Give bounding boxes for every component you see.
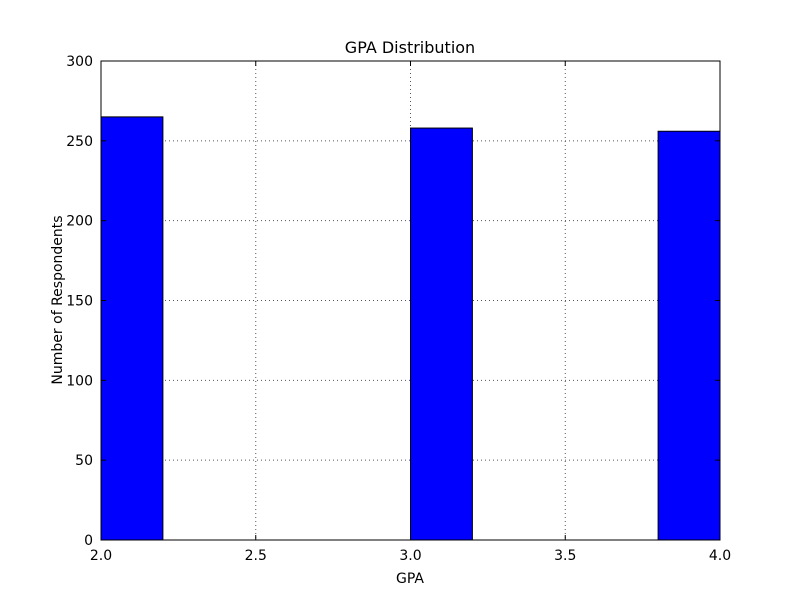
histogram-bar xyxy=(100,116,164,541)
y-tick-label: 100 xyxy=(66,373,93,389)
y-tick-label: 150 xyxy=(66,294,93,310)
y-tick-label: 250 xyxy=(66,134,93,150)
x-tick-label: 3.5 xyxy=(554,548,576,564)
histogram-bar xyxy=(657,130,721,541)
chart-title: GPA Distribution xyxy=(345,38,475,57)
tick-marks xyxy=(100,60,721,541)
y-tick-label: 0 xyxy=(84,533,93,549)
y-tick-label: 300 xyxy=(66,54,93,70)
x-tick-label: 2.0 xyxy=(90,548,112,564)
x-axis-label: GPA xyxy=(396,571,424,587)
x-tick-labels: 2.0 2.5 3.0 3.5 4.0 xyxy=(90,548,731,564)
x-tick-label: 3.0 xyxy=(399,548,421,564)
y-tick-label: 50 xyxy=(75,453,93,469)
y-tick-labels: 0 50 100 150 200 250 300 xyxy=(66,54,93,549)
y-axis-label: Number of Respondents xyxy=(50,215,66,384)
bars xyxy=(100,116,721,541)
histogram-bar xyxy=(410,127,473,541)
y-tick-label: 200 xyxy=(66,214,93,230)
x-tick-label: 2.5 xyxy=(245,548,267,564)
x-tick-label: 4.0 xyxy=(709,548,731,564)
